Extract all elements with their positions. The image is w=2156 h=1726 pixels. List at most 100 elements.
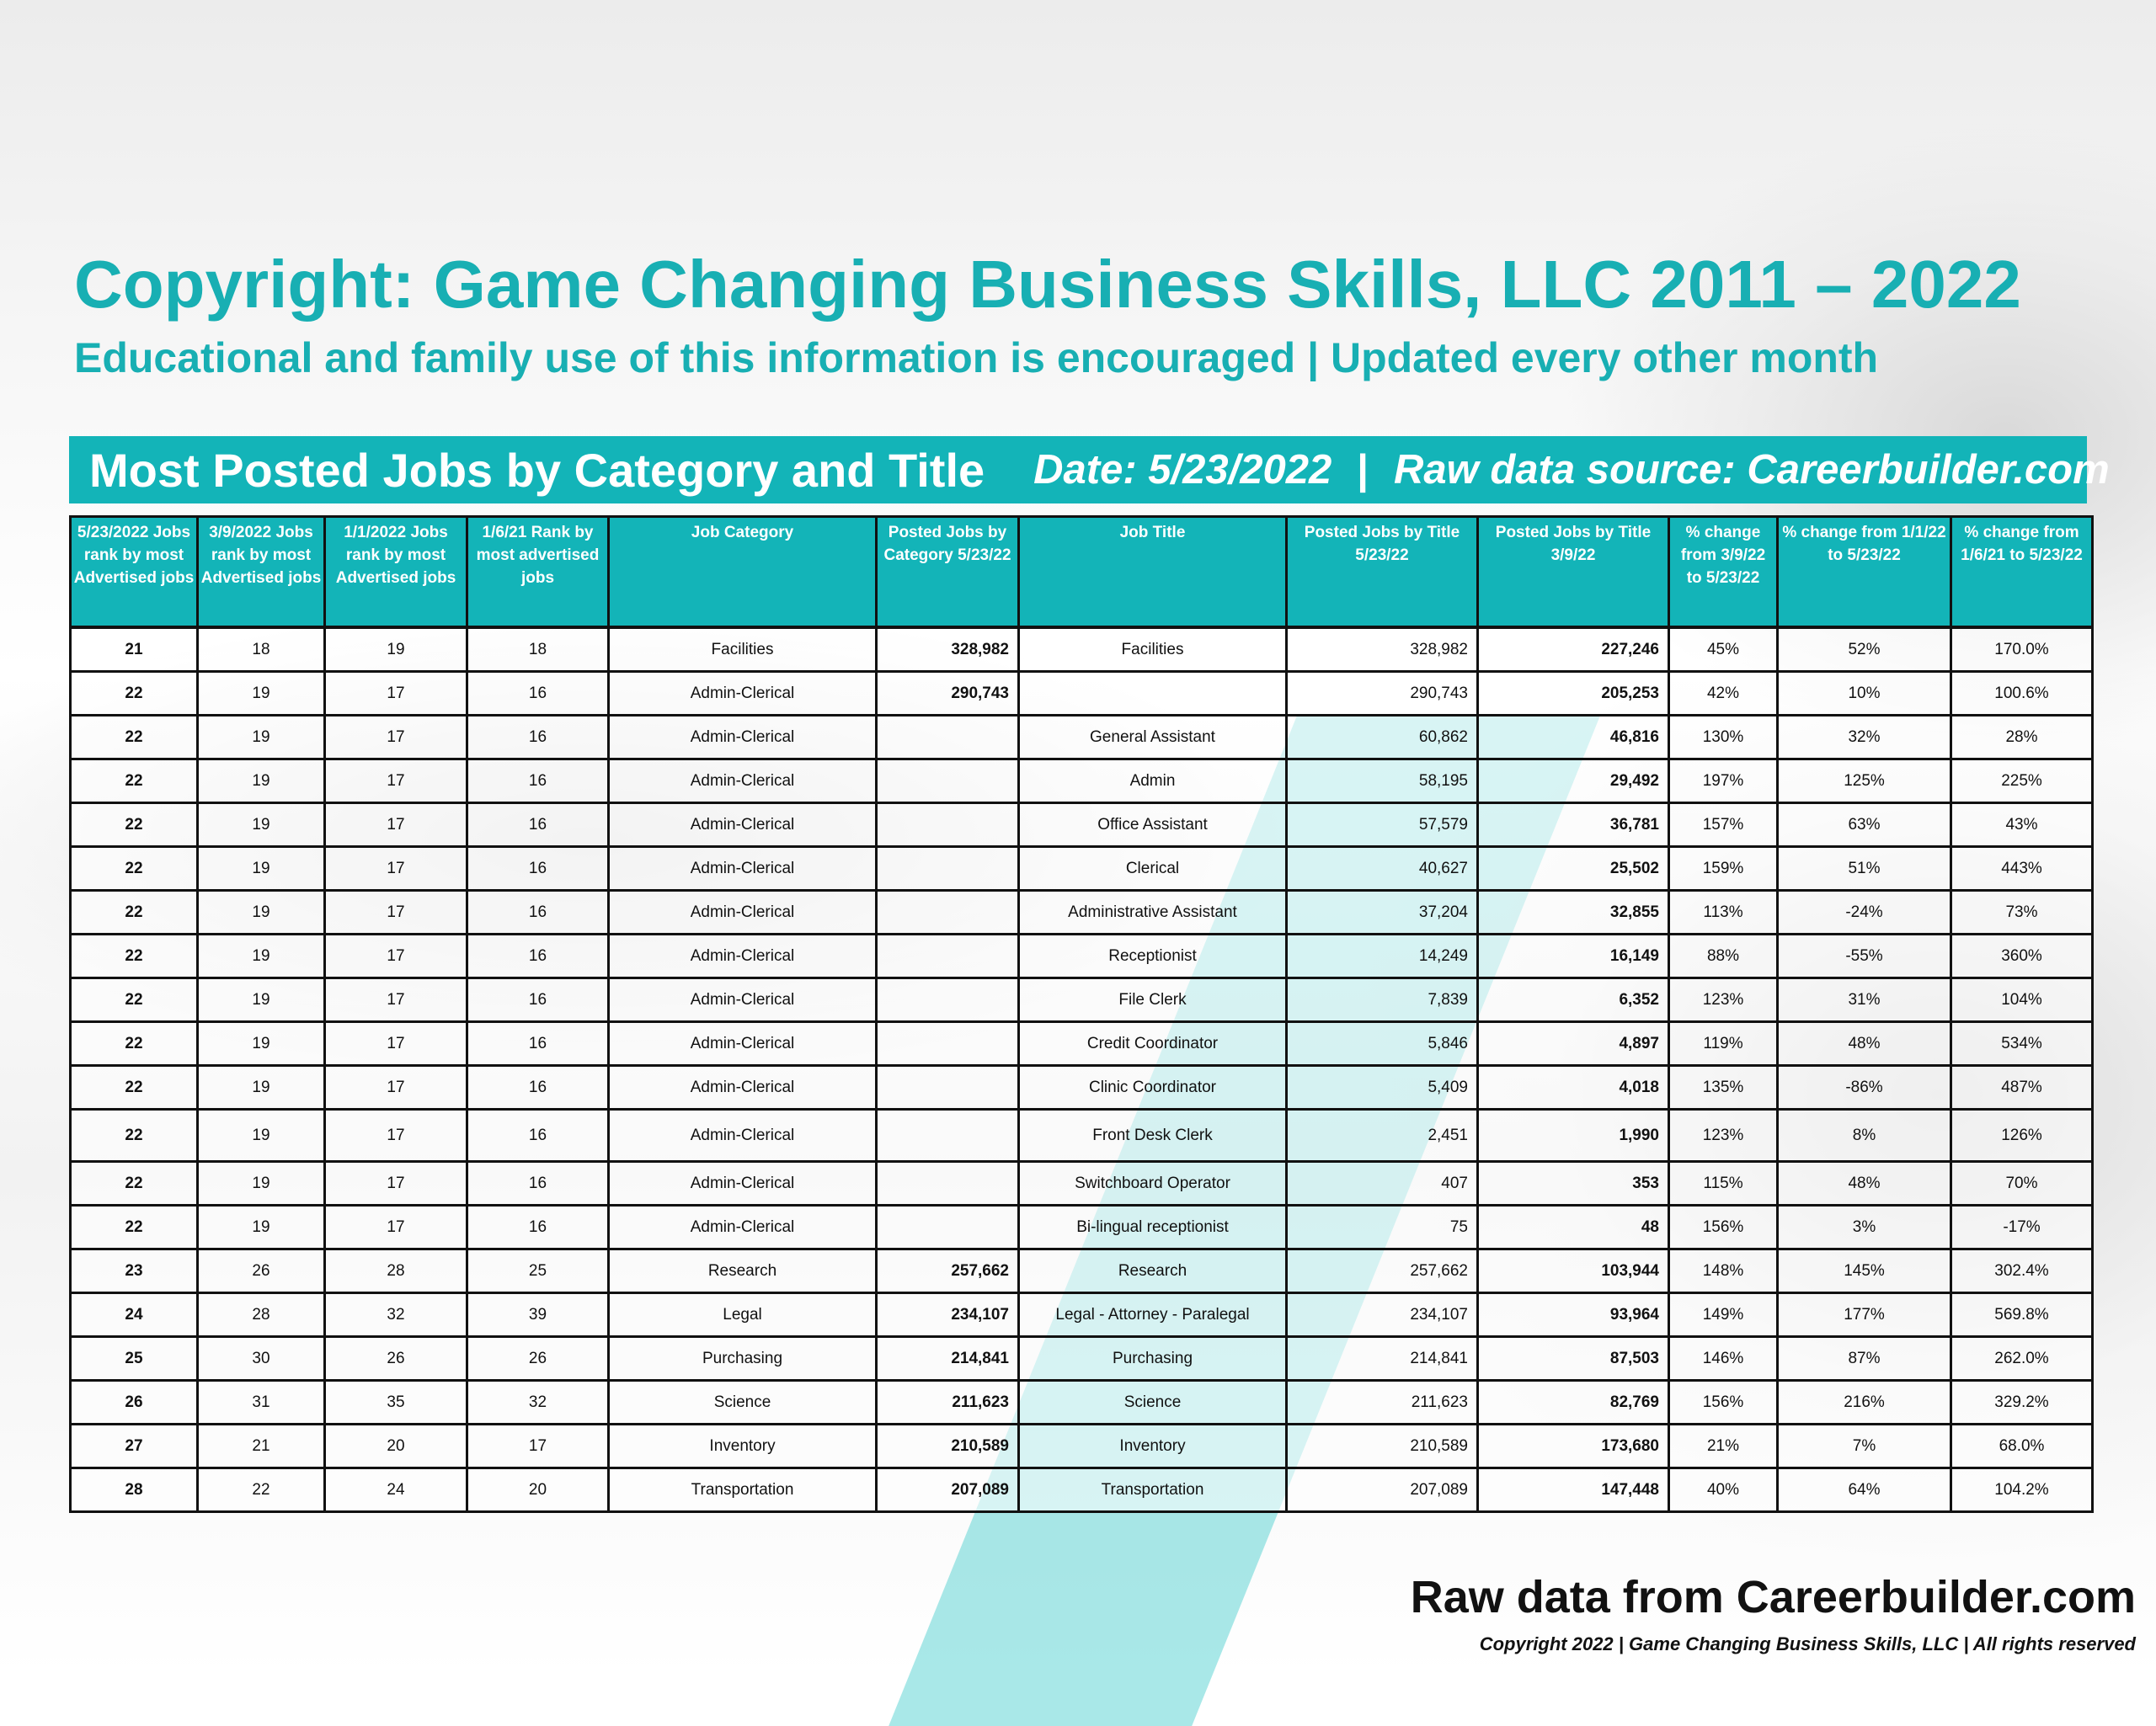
- table-cell: 22: [69, 1204, 199, 1250]
- table-cell: 19: [196, 714, 326, 760]
- table-cell: 207,089: [1285, 1467, 1479, 1513]
- table-cell: -17%: [1950, 1204, 2094, 1250]
- table-cell: 22: [69, 1020, 199, 1067]
- table-cell: Purchasing: [1017, 1335, 1288, 1382]
- table-cell: 32,855: [1476, 889, 1670, 935]
- table-cell: 28%: [1950, 714, 2094, 760]
- table-cell: Admin-Clerical: [607, 1064, 878, 1111]
- table-cell: 17: [323, 1064, 468, 1111]
- table-cell: 17: [323, 933, 468, 979]
- table-cell: 257,662: [875, 1248, 1020, 1294]
- table-row: 22 19 17 16 Admin-Clerical Bi-lingual recepti…: [69, 1204, 2094, 1250]
- table-cell: Facilities: [1017, 626, 1288, 673]
- table-cell: 19: [196, 1160, 326, 1207]
- table-cell: 19: [323, 626, 468, 673]
- table-cell: 16: [466, 845, 610, 892]
- table-header-row: 5/23/2022 Jobs rank by most Advertised j…: [69, 515, 2094, 629]
- table-cell: 156%: [1668, 1379, 1779, 1425]
- table-cell: 360%: [1950, 933, 2094, 979]
- table-cell: 16: [466, 1204, 610, 1250]
- table-cell: Switchboard Operator: [1017, 1160, 1288, 1207]
- table-cell: 210,589: [1285, 1423, 1479, 1469]
- table-cell: 16: [466, 714, 610, 760]
- table-cell: 4,897: [1476, 1020, 1670, 1067]
- table-cell: Clinic Coordinator: [1017, 1064, 1288, 1111]
- table-row: 22 19 17 16 Admin-Clerical Admin 58,195 29,492 1…: [69, 758, 2094, 804]
- table-cell: Admin-Clerical: [607, 1108, 878, 1163]
- table-cell: 23: [69, 1248, 199, 1294]
- table-cell: Admin-Clerical: [607, 758, 878, 804]
- table-cell: 290,743: [875, 670, 1020, 717]
- table-cell: 37,204: [1285, 889, 1479, 935]
- table-cell: 48%: [1776, 1020, 1952, 1067]
- table-cell: 28: [69, 1467, 199, 1513]
- table-cell: 205,253: [1476, 670, 1670, 717]
- table-cell: 534%: [1950, 1020, 2094, 1067]
- table-cell: [875, 845, 1020, 892]
- page-title: Copyright: Game Changing Business Skills…: [74, 247, 2021, 322]
- table-row: 22 19 17 16 Admin-Clerical General Assistant 6…: [69, 714, 2094, 760]
- table-cell: 302.4%: [1950, 1248, 2094, 1294]
- table-cell: 173,680: [1476, 1423, 1670, 1469]
- table-cell: 68.0%: [1950, 1423, 2094, 1469]
- table-cell: 31: [196, 1379, 326, 1425]
- table-cell: 17: [466, 1423, 610, 1469]
- table-cell: 20: [323, 1423, 468, 1469]
- column-header: Job Category: [607, 515, 878, 629]
- column-header: 5/23/2022 Jobs rank by most Advertised j…: [69, 515, 199, 629]
- table-row: 22 19 17 16 Admin-Clerical Clerical 40,627 25,5…: [69, 845, 2094, 892]
- table-cell: [875, 714, 1020, 760]
- table-cell: 257,662: [1285, 1248, 1479, 1294]
- footer-copyright: Copyright 2022 | Game Changing Business …: [1479, 1633, 2136, 1654]
- table-cell: 16: [466, 1020, 610, 1067]
- table-row: 25 30 26 26 Purchasing 214,841 Purchasing 214,8…: [69, 1335, 2094, 1382]
- table-cell: -55%: [1776, 933, 1952, 979]
- table-cell: 16: [466, 933, 610, 979]
- table-cell: 22: [69, 1160, 199, 1207]
- table-cell: Inventory: [1017, 1423, 1288, 1469]
- table-cell: 45%: [1668, 626, 1779, 673]
- table-cell: 19: [196, 758, 326, 804]
- table-cell: 119%: [1668, 1020, 1779, 1067]
- table-cell: Admin-Clerical: [607, 1160, 878, 1207]
- table-row: 22 19 17 16 Admin-Clerical 290,743 290,743 205,…: [69, 670, 2094, 717]
- table-cell: Admin-Clerical: [607, 933, 878, 979]
- table-row: 22 19 17 16 Admin-Clerical File Clerk 7,839 6,3…: [69, 977, 2094, 1023]
- table-cell: 211,623: [875, 1379, 1020, 1425]
- table-cell: 19: [196, 1020, 326, 1067]
- table-cell: 443%: [1950, 845, 2094, 892]
- table-cell: 26: [466, 1335, 610, 1382]
- table-cell: 130%: [1668, 714, 1779, 760]
- table-cell: 28: [196, 1292, 326, 1338]
- table-cell: 21: [69, 626, 199, 673]
- table-cell: Admin-Clerical: [607, 1020, 878, 1067]
- table-cell: 73%: [1950, 889, 2094, 935]
- table-cell: Legal: [607, 1292, 878, 1338]
- table-cell: 16: [466, 1108, 610, 1163]
- table-cell: 225%: [1950, 758, 2094, 804]
- table-cell: 93,964: [1476, 1292, 1670, 1338]
- table-cell: 63%: [1776, 802, 1952, 848]
- table-cell: 211,623: [1285, 1379, 1479, 1425]
- table-cell: 46,816: [1476, 714, 1670, 760]
- table-cell: Admin: [1017, 758, 1288, 804]
- table-cell: 16,149: [1476, 933, 1670, 979]
- table-cell: 48%: [1776, 1160, 1952, 1207]
- table-cell: 1,990: [1476, 1108, 1670, 1163]
- table-cell: 17: [323, 977, 468, 1023]
- table-cell: 16: [466, 977, 610, 1023]
- table-cell: 40%: [1668, 1467, 1779, 1513]
- table-cell: 407: [1285, 1160, 1479, 1207]
- table-cell: 19: [196, 977, 326, 1023]
- table-cell: Science: [607, 1379, 878, 1425]
- table-cell: 329.2%: [1950, 1379, 2094, 1425]
- table-cell: [875, 977, 1020, 1023]
- table-cell: 39: [466, 1292, 610, 1338]
- table-cell: 146%: [1668, 1335, 1779, 1382]
- table-cell: 36,781: [1476, 802, 1670, 848]
- table-cell: 87%: [1776, 1335, 1952, 1382]
- column-header: Posted Jobs by Title 3/9/22: [1476, 515, 1670, 629]
- table-cell: Research: [1017, 1248, 1288, 1294]
- table-row: 26 31 35 32 Science 211,623 Science 211,623 82,7…: [69, 1379, 2094, 1425]
- table-cell: 32%: [1776, 714, 1952, 760]
